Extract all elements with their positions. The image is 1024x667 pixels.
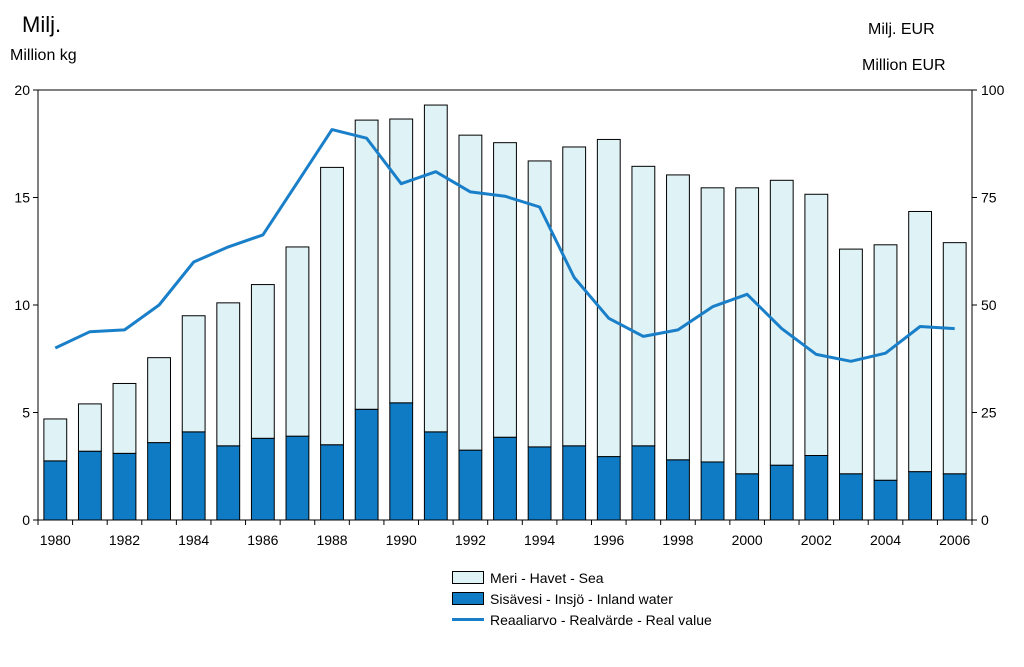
- bar-inland-1981: [77, 450, 102, 521]
- bar-inland-1998: [666, 459, 690, 521]
- bar-inland-2001: [769, 464, 794, 521]
- x-tick-label-1996: 1996: [593, 532, 624, 548]
- bar-inland-2000: [735, 473, 760, 521]
- bar-inland-1990: [389, 402, 414, 521]
- x-tick-label-1980: 1980: [40, 532, 71, 548]
- bar-sea-1987: [285, 246, 310, 437]
- bar-sea-2006: [942, 242, 967, 475]
- legend-label-real-value: Reaaliarvo - Realvärde - Real value: [490, 611, 712, 628]
- x-tick-label-1986: 1986: [247, 532, 278, 548]
- bar-sea-2004: [873, 244, 898, 481]
- legend-label-inland: Sisävesi - Insjö - Inland water: [490, 590, 673, 607]
- bar-sea-1997: [631, 165, 656, 447]
- bar-inland-1982: [112, 452, 137, 521]
- x-tick-label-1994: 1994: [524, 532, 555, 548]
- bar-sea-1984: [181, 315, 206, 433]
- bar-sea-2005: [908, 210, 933, 473]
- bar-inland-1989: [354, 408, 379, 521]
- x-tick-label-2004: 2004: [870, 532, 901, 548]
- left-axis-title-line2: Million kg: [10, 47, 77, 64]
- right-tick-label-0: 0: [981, 512, 989, 528]
- bar-sea-1996: [596, 138, 621, 458]
- right-axis-title-line2: Million EUR: [862, 57, 946, 74]
- bar-inland-1986: [250, 437, 275, 521]
- right-tick-label-50: 50: [981, 297, 997, 313]
- bar-inland-1985: [216, 445, 241, 521]
- bar-inland-2004: [873, 479, 898, 521]
- bar-sea-1992: [458, 134, 483, 451]
- left-axis-title-line1: Milj.: [22, 12, 62, 37]
- legend: Meri - Havet - Sea Sisävesi - Insjö - In…: [452, 567, 712, 630]
- bar-inland-2003: [839, 473, 863, 521]
- right-tick-label-25: 25: [981, 405, 997, 421]
- bar-sea-2000: [735, 187, 760, 475]
- bar-inland-1997: [631, 445, 656, 521]
- bar-sea-1993: [493, 142, 517, 438]
- bar-inland-2002: [804, 455, 829, 521]
- bar-inland-1983: [147, 442, 171, 521]
- bar-sea-1986: [250, 284, 275, 439]
- left-tick-label-20: 20: [14, 82, 30, 98]
- bar-inland-1995: [562, 445, 587, 521]
- x-tick-label-1992: 1992: [455, 532, 486, 548]
- bar-sea-1990: [389, 118, 414, 404]
- x-tick-label-2000: 2000: [732, 532, 763, 548]
- x-tick-label-1982: 1982: [109, 532, 140, 548]
- bar-inland-1987: [285, 435, 310, 521]
- left-tick-label-10: 10: [14, 297, 30, 313]
- bar-sea-1998: [666, 174, 690, 461]
- legend-swatch-inland: [452, 592, 484, 605]
- bar-sea-1995: [562, 146, 587, 447]
- legend-swatch-sea: [452, 571, 484, 584]
- right-tick-label-100: 100: [981, 82, 1005, 98]
- bar-sea-1989: [354, 119, 379, 410]
- bar-inland-1993: [493, 436, 517, 521]
- bar-sea-1985: [216, 302, 241, 447]
- bar-sea-2001: [769, 179, 794, 466]
- bar-sea-1994: [527, 160, 552, 448]
- legend-line-real-value: [452, 618, 484, 621]
- bar-inland-1999: [700, 461, 725, 521]
- right-axis-title-line1: Milj. EUR: [868, 21, 935, 38]
- bar-sea-1983: [147, 357, 171, 444]
- bar-inland-1988: [320, 444, 344, 521]
- line-layer: [54, 128, 955, 363]
- x-tick-label-2006: 2006: [939, 532, 970, 548]
- legend-label-sea: Meri - Havet - Sea: [490, 569, 604, 586]
- bar-inland-1980: [43, 460, 68, 521]
- bar-inland-1994: [527, 446, 552, 521]
- x-tick-label-1988: 1988: [316, 532, 347, 548]
- bar-inland-1991: [423, 431, 448, 521]
- bar-sea-1982: [112, 382, 137, 454]
- bar-inland-2006: [942, 473, 967, 521]
- x-tick-label-1984: 1984: [178, 532, 209, 548]
- legend-item-sea: Meri - Havet - Sea: [452, 567, 712, 588]
- legend-item-inland: Sisävesi - Insjö - Inland water: [452, 588, 712, 609]
- bar-sea-1980: [43, 418, 68, 462]
- axes-group: 0 5 10 15 20 0 25 50 75 100 1980 1982 1984 1986 1988 19…: [14, 82, 1004, 548]
- x-tick-label-2002: 2002: [801, 532, 832, 548]
- left-tick-label-0: 0: [22, 512, 30, 528]
- left-tick-label-15: 15: [14, 190, 30, 206]
- bar-sea-1988: [320, 166, 344, 446]
- series-line-real-value: [54, 128, 955, 363]
- x-tick-label-1990: 1990: [386, 532, 417, 548]
- x-tick-label-1998: 1998: [662, 532, 693, 548]
- bar-sea-1981: [77, 403, 102, 452]
- bar-inland-2005: [908, 471, 933, 521]
- left-tick-label-5: 5: [22, 405, 30, 421]
- right-tick-label-75: 75: [981, 190, 997, 206]
- bar-sea-1991: [423, 104, 448, 433]
- legend-item-real-value: Reaaliarvo - Realvärde - Real value: [452, 609, 712, 630]
- bar-inland-1984: [181, 431, 206, 521]
- bars-group: [43, 104, 967, 521]
- bar-sea-1999: [700, 187, 725, 463]
- bar-inland-1992: [458, 449, 483, 521]
- bar-inland-1996: [596, 456, 621, 521]
- bar-sea-2002: [804, 193, 829, 456]
